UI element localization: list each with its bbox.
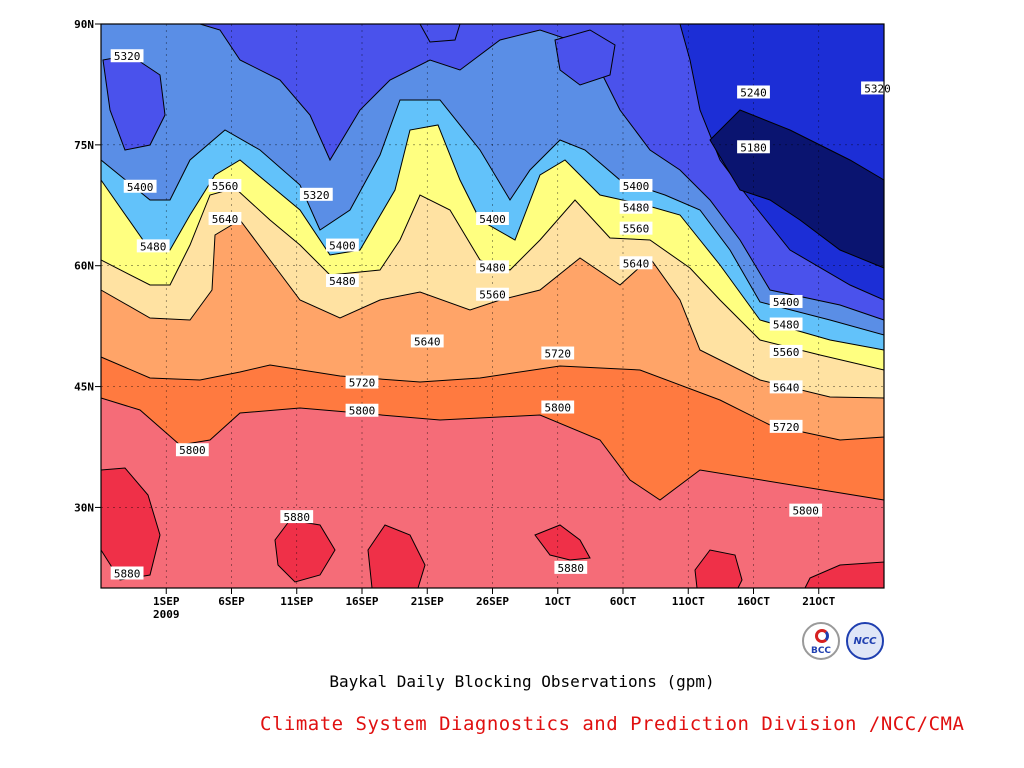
contour-label-bg [345,375,379,389]
contour-label: 5880 [284,511,311,524]
contour-label-bg [619,178,653,192]
bcc-logo-icon: BCC [802,622,840,660]
x-tick-label: 1SEP 2009 [153,595,180,621]
contour-label: 5480 [329,275,356,288]
contour-label-bg [326,238,359,252]
contour-label-bg [136,239,170,253]
contour-label: 5400 [773,296,800,309]
contour-label: 5320 [303,189,330,202]
contour-label: 5560 [212,180,239,193]
credit-line: Climate System Diagnostics and Predictio… [260,713,965,735]
axes: 1SEP 2009 6SEP 11SEP 16SEP 21SEP 26SEP 1OCT 6OCT… [74,18,885,621]
contour-label-bg [175,443,209,457]
contour-band [101,23,885,321]
contour-label-bg [769,294,803,308]
contour-band [554,29,616,86]
contour-label-bg [476,260,509,274]
contour-label: 5480 [773,319,800,332]
contour-label: 5560 [773,346,800,359]
contour-label-bg [619,221,653,235]
contour-label-bg [208,178,242,192]
contour-label: 5400 [479,213,506,226]
x-tick-label: 16OCT [737,595,770,608]
contour-label: 5640 [623,257,650,270]
ncc-logo-icon: NCC [846,622,884,660]
contour-label-bg [110,49,144,63]
contour-label: 5400 [329,240,356,253]
contour-label: 5400 [127,181,154,194]
contour-label-bg [110,566,144,580]
x-tick-label: 21SEP [411,595,444,608]
contour-label-bg [619,256,653,270]
x-tick-label: 6SEP [218,595,245,608]
contour-label-bg [410,334,444,348]
contour-label: 5320 [864,82,891,95]
contour-label: 5720 [773,421,800,434]
chart-title: Baykal Daily Blocking Observations (gpm) [329,672,715,691]
contour-label: 5800 [792,505,819,518]
contour-labels: 5320 5240 5320 5180 5400 5560 5320 5400 5400 5480… [110,49,894,580]
contour-label-bg [769,380,803,394]
contour-band [100,467,161,581]
y-tick-label: 30N [74,501,94,514]
contour-label: 5720 [545,348,572,361]
contour-label: 5880 [558,562,585,575]
contour-label: 5240 [740,86,767,99]
y-tick-label: 75N [74,139,94,152]
x-tick-label: 16SEP [345,595,378,608]
contour-label-bg [326,274,359,288]
y-tick-label: 90N [74,18,94,31]
contour-label: 5480 [140,240,167,253]
contour-label: 5640 [212,213,239,226]
contour-label-bg [208,211,242,225]
x-tick-label: 11OCT [672,595,705,608]
contour-label: 5800 [545,402,572,415]
plot-area [100,23,885,589]
contour-label-bg [554,560,588,574]
contour-label-bg [280,510,314,524]
x-tick-label: 6OCT [610,595,637,608]
contour-label: 5640 [773,381,800,394]
contour-label-bg [861,81,894,95]
contour-band [534,524,591,561]
contour-label-bg [476,287,509,301]
contour-label: 5560 [623,223,650,236]
contour-label-bg [345,403,379,417]
contour-label: 5320 [114,50,141,63]
x-tick-label: 1OCT [545,595,572,608]
contour-label: 5800 [349,405,376,418]
contour-label-bg [123,179,157,193]
contour-label: 5880 [114,567,141,580]
contour-label: 5400 [623,180,650,193]
contour-label-bg [299,187,333,201]
contour-label-bg [541,346,575,360]
x-tick-label: 21OCT [802,595,835,608]
contour-label: 5720 [349,377,376,390]
x-tick-label: 26SEP [476,595,509,608]
contour-label-bg [541,400,575,414]
contour-label-bg [476,211,509,225]
contour-label-bg [769,344,803,358]
y-tick-label: 45N [74,381,94,394]
contour-label: 5640 [414,335,441,348]
contour-label-bg [737,85,770,99]
contour-label: 5480 [479,261,506,274]
contour-label-bg [769,317,803,331]
contour-label-bg [737,140,770,154]
contour-label: 5560 [479,289,506,302]
contour-label-bg [789,503,823,517]
x-tick-label: 11SEP [280,595,313,608]
y-tick-label: 60N [74,260,94,273]
contour-label-bg [619,200,653,214]
contour-label: 5180 [740,141,767,154]
contour-label: 5800 [179,444,206,457]
contour-label: 5480 [623,202,650,215]
contour-label-bg [769,419,803,433]
